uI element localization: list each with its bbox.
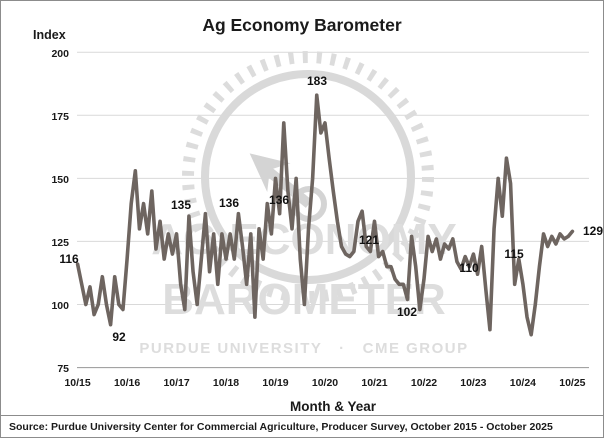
svg-text:10/17: 10/17 xyxy=(163,377,189,389)
svg-text:10/18: 10/18 xyxy=(213,377,239,389)
svg-text:129: 129 xyxy=(583,224,603,238)
svg-text:75: 75 xyxy=(57,363,69,375)
svg-text:136: 136 xyxy=(219,196,239,210)
svg-text:92: 92 xyxy=(112,330,126,344)
svg-text:110: 110 xyxy=(459,261,479,275)
svg-text:Month & Year: Month & Year xyxy=(290,399,377,414)
svg-text:10/22: 10/22 xyxy=(411,377,437,389)
svg-text:10/21: 10/21 xyxy=(361,377,387,389)
svg-text:150: 150 xyxy=(51,174,69,186)
svg-text:135: 135 xyxy=(171,198,191,212)
svg-text:Index: Index xyxy=(33,28,66,42)
svg-text:102: 102 xyxy=(397,305,417,319)
svg-text:115: 115 xyxy=(504,247,524,261)
svg-text:200: 200 xyxy=(51,48,69,60)
svg-text:100: 100 xyxy=(51,300,69,312)
svg-text:175: 175 xyxy=(51,111,69,123)
svg-text:10/24: 10/24 xyxy=(510,377,536,389)
svg-text:10/16: 10/16 xyxy=(114,377,140,389)
svg-text:121: 121 xyxy=(359,233,379,247)
svg-text:116: 116 xyxy=(59,252,79,266)
svg-text:125: 125 xyxy=(51,237,69,249)
svg-text:10/25: 10/25 xyxy=(559,377,585,389)
svg-text:136: 136 xyxy=(269,193,289,207)
svg-text:10/23: 10/23 xyxy=(460,377,486,389)
svg-text:PURDUE UNIVERSITY · CME GR: PURDUE UNIVERSITY · CME GROUP xyxy=(139,340,468,357)
svg-text:10/15: 10/15 xyxy=(64,377,90,389)
svg-text:183: 183 xyxy=(307,74,327,88)
svg-text:10/19: 10/19 xyxy=(262,377,288,389)
svg-text:10/20: 10/20 xyxy=(312,377,338,389)
